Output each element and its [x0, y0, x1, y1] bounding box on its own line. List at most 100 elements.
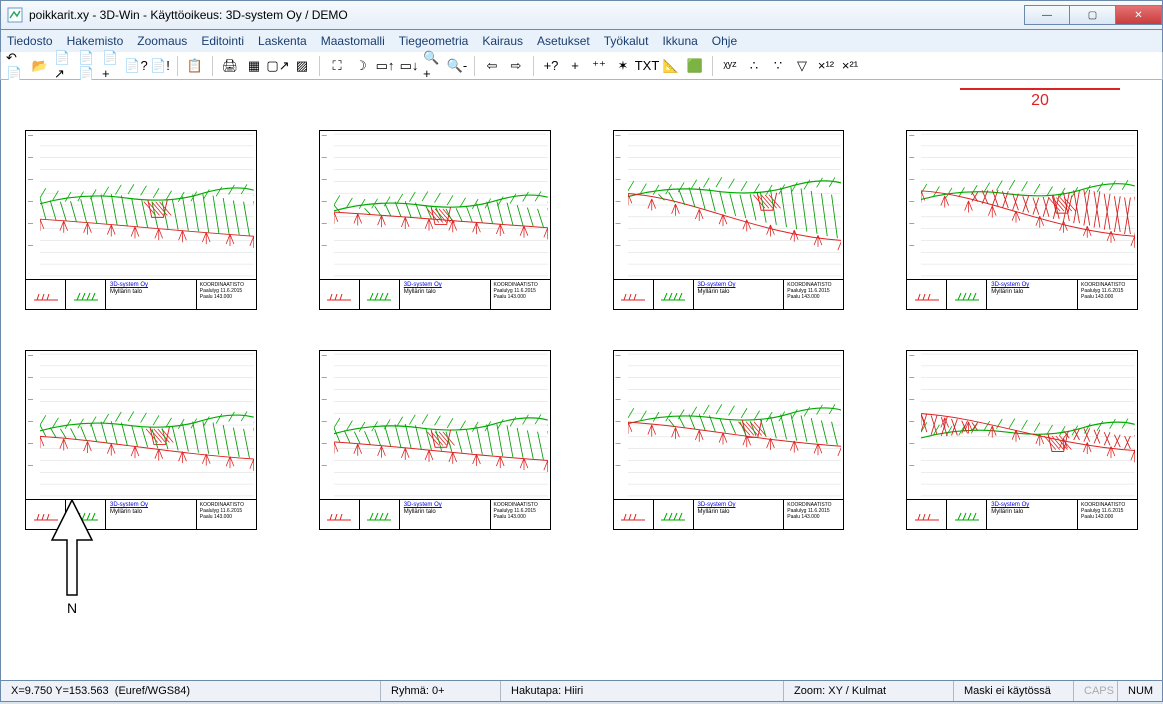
tbtn-zoom-out[interactable]: 🔍- — [446, 55, 468, 77]
legend-green-icon — [360, 280, 400, 309]
legend-green-icon — [947, 500, 987, 529]
menu-zoomaus[interactable]: Zoomaus — [137, 34, 187, 48]
status-crs: (Euref/WGS84) — [115, 685, 190, 697]
section-plot — [40, 353, 254, 497]
tbtn-pts-c[interactable]: ▽ — [791, 55, 813, 77]
status-mask: Maski ei käytössä — [954, 681, 1074, 701]
titlebar: poikkarit.xy - 3D-Win - Käyttöoikeus: 3D… — [0, 0, 1163, 30]
minimize-button[interactable]: — — [1024, 5, 1070, 25]
section-legend: 3D-system OyMyllärin taloKOORDINAATISTOP… — [614, 499, 844, 529]
tbtn-zoom-in[interactable]: 🔍+ — [422, 55, 444, 77]
legend-green-icon — [654, 500, 694, 529]
section-panel-4[interactable]: ——————3D-system OyMyllärin taloKOORDINAA… — [25, 350, 257, 530]
tbtn-axes[interactable]: ✶ — [612, 55, 634, 77]
status-num: NUM — [1118, 681, 1162, 701]
legend-green-icon — [66, 280, 106, 309]
tbtn-x21[interactable]: ×²¹ — [839, 55, 861, 77]
tbtn-grid-150[interactable]: ▦ — [243, 55, 265, 77]
tbtn-file-arrow[interactable]: 📄↗ — [53, 55, 75, 77]
section-panel-7[interactable]: ——————3D-system OyMyllärin taloKOORDINAA… — [906, 350, 1138, 530]
section-plot — [921, 133, 1135, 277]
section-panel-3[interactable]: ——————3D-system OyMyllärin taloKOORDINAA… — [906, 130, 1138, 310]
menu-maastomalli[interactable]: Maastomalli — [321, 34, 385, 48]
legend-text: 3D-system OyMyllärin talo — [987, 500, 1077, 529]
tbtn-measure2[interactable]: 🟩 — [684, 55, 706, 77]
menu-hakemisto[interactable]: Hakemisto — [67, 34, 124, 48]
section-panel-1[interactable]: ——————3D-system OyMyllärin taloKOORDINAA… — [319, 130, 551, 310]
tbtn-zoom-magic[interactable]: ☽ — [350, 55, 372, 77]
tbtn-pt-multi[interactable]: ⁺⁺ — [588, 55, 610, 77]
close-button[interactable]: ✕ — [1116, 5, 1162, 25]
tbtn-box-down[interactable]: ▭↓ — [398, 55, 420, 77]
legend-green-icon — [360, 500, 400, 529]
section-grid: ——————3D-system OyMyllärin taloKOORDINAA… — [25, 130, 1138, 530]
tbtn-measure1[interactable]: 📐 — [660, 55, 682, 77]
section-legend: 3D-system OyMyllärin taloKOORDINAATISTOP… — [320, 279, 550, 309]
legend-right: KOORDINAATISTOPaalulyg 11.6.2015Paalu 14… — [490, 500, 550, 529]
status-group: Ryhmä: 0+ — [381, 681, 501, 701]
legend-red-icon — [26, 280, 66, 309]
section-plot — [628, 353, 842, 497]
section-legend: 3D-system OyMyllärin taloKOORDINAATISTOP… — [907, 499, 1137, 529]
tbtn-pt-add-q[interactable]: +? — [540, 55, 562, 77]
legend-right: KOORDINAATISTOPaalulyg 11.6.2015Paalu 14… — [783, 500, 843, 529]
menu-ohje[interactable]: Ohje — [712, 34, 737, 48]
legend-green-icon — [947, 280, 987, 309]
legend-red-icon — [320, 280, 360, 309]
menu-laskenta[interactable]: Laskenta — [258, 34, 307, 48]
tbtn-nav-next[interactable]: ⇨ — [505, 55, 527, 77]
toolbar-separator — [712, 56, 713, 76]
tbtn-nav-prev[interactable]: ⇦ — [481, 55, 503, 77]
toolbar: ↶📄📂📄↗📄📄📄+📄?📄! 📋 🖨▦▢↗▨ ⛶☽▭↑▭↓🔍+🔍- ⇦⇨ +?+⁺⁺✶TXT… — [0, 52, 1163, 80]
app-icon — [7, 7, 23, 23]
legend-text: 3D-system OyMyllärin talo — [400, 280, 490, 309]
menu-editointi[interactable]: Editointi — [201, 34, 244, 48]
tbtn-hatch-tool[interactable]: ▨ — [291, 55, 313, 77]
section-panel-2[interactable]: ——————3D-system OyMyllärin taloKOORDINAA… — [613, 130, 845, 310]
statusbar: X=9.750 Y=153.563 (Euref/WGS84) Ryhmä: 0… — [0, 680, 1163, 702]
menu-kairaus[interactable]: Kairaus — [482, 34, 523, 48]
tbtn-clipboard[interactable]: 📋 — [184, 55, 206, 77]
status-zoom: Zoom: XY / Kulmat — [784, 681, 954, 701]
section-plot — [334, 133, 548, 277]
tbtn-doc-doc[interactable]: 📄📄 — [77, 55, 99, 77]
tbtn-page-tool[interactable]: ▢↗ — [267, 55, 289, 77]
section-panel-6[interactable]: ——————3D-system OyMyllärin taloKOORDINAA… — [613, 350, 845, 530]
section-plot — [334, 353, 548, 497]
menu-ikkuna[interactable]: Ikkuna — [662, 34, 697, 48]
section-legend: 3D-system OyMyllärin taloKOORDINAATISTOP… — [26, 279, 256, 309]
menu-tiedosto[interactable]: Tiedosto — [7, 34, 53, 48]
tbtn-file-new[interactable]: ↶📄 — [5, 55, 27, 77]
section-panel-5[interactable]: ——————3D-system OyMyllärin taloKOORDINAA… — [319, 350, 551, 530]
window-title: poikkarit.xy - 3D-Win - Käyttöoikeus: 3D… — [29, 8, 348, 22]
status-caps: CAPS — [1074, 681, 1118, 701]
tbtn-pts-a[interactable]: ∴ — [743, 55, 765, 77]
tbtn-pts-b[interactable]: ∵ — [767, 55, 789, 77]
section-legend: 3D-system OyMyllärin taloKOORDINAATISTOP… — [320, 499, 550, 529]
legend-right: KOORDINAATISTOPaalulyg 11.6.2015Paalu 14… — [1077, 280, 1137, 309]
legend-red-icon — [907, 500, 947, 529]
menu-työkalut[interactable]: Työkalut — [604, 34, 649, 48]
tbtn-doc-dup[interactable]: 📄+ — [101, 55, 123, 77]
tbtn-x12[interactable]: ×¹² — [815, 55, 837, 77]
tbtn-doc-exc[interactable]: 📄! — [149, 55, 171, 77]
window-buttons: — ▢ ✕ — [1024, 1, 1162, 29]
tbtn-print[interactable]: 🖨 — [219, 55, 241, 77]
legend-red-icon — [614, 500, 654, 529]
tbtn-extent[interactable]: ⛶ — [326, 55, 348, 77]
section-panel-0[interactable]: ——————3D-system OyMyllärin taloKOORDINAA… — [25, 130, 257, 310]
legend-right: KOORDINAATISTOPaalulyg 11.6.2015Paalu 14… — [783, 280, 843, 309]
tbtn-file-open[interactable]: 📂 — [29, 55, 51, 77]
menu-asetukset[interactable]: Asetukset — [537, 34, 590, 48]
tbtn-txt[interactable]: TXT — [636, 55, 658, 77]
tbtn-pt-add[interactable]: + — [564, 55, 586, 77]
menu-tiegeometria[interactable]: Tiegeometria — [399, 34, 469, 48]
tbtn-box-up[interactable]: ▭↑ — [374, 55, 396, 77]
tbtn-xyz-tool[interactable]: ᵡʸᶻ — [719, 55, 741, 77]
drawing-canvas[interactable]: 20 ——————3D-system OyMyllärin taloKOORDI… — [0, 80, 1163, 680]
legend-text: 3D-system OyMyllärin talo — [400, 500, 490, 529]
legend-text: 3D-system OyMyllärin talo — [987, 280, 1077, 309]
section-legend: 3D-system OyMyllärin taloKOORDINAATISTOP… — [26, 499, 256, 529]
tbtn-doc-help[interactable]: 📄? — [125, 55, 147, 77]
maximize-button[interactable]: ▢ — [1070, 5, 1116, 25]
